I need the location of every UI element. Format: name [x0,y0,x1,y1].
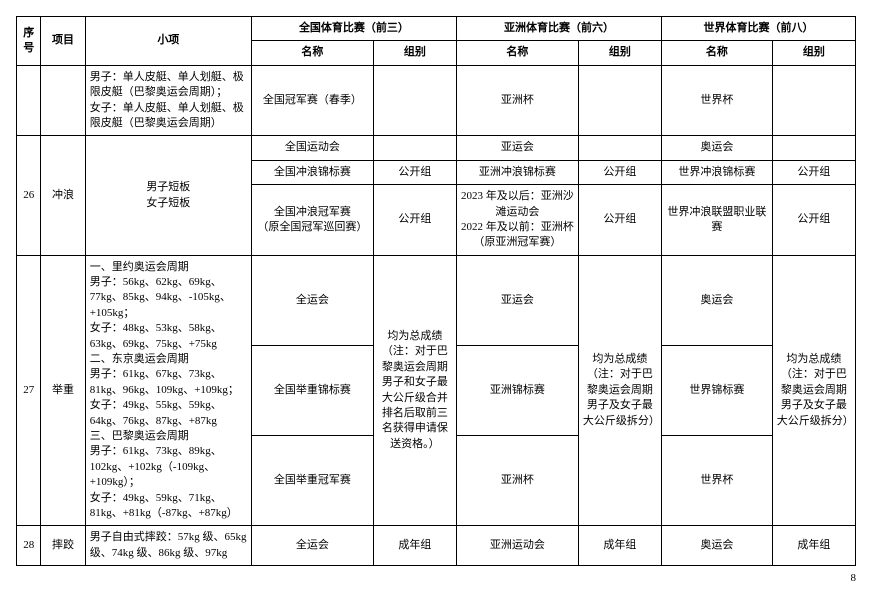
header-asia: 亚洲体育比赛（前六） [456,17,661,41]
header-world-name: 名称 [661,41,772,65]
cell-asia-name: 亚运会 [456,255,578,345]
header-national: 全国体育比赛（前三） [251,17,456,41]
cell-world-name: 世界锦标赛 [661,345,772,435]
cell-nat-name: 全运会 [251,526,373,566]
cell-nat-grp: 公开组 [373,160,456,184]
cell-asia-name: 亚洲运动会 [456,526,578,566]
cell-asia-grp [578,65,661,136]
header-nat-name: 名称 [251,41,373,65]
table-header: 序号 项目 小项 全国体育比赛（前三） 亚洲体育比赛（前六） 世界体育比赛（前八… [17,17,856,66]
cell-world-name: 世界冲浪锦标赛 [661,160,772,184]
cell-asia-name: 亚洲杯 [456,65,578,136]
table-row: 27 举重 一、里约奥运会周期男子：56kg、62kg、69kg、77kg、85… [17,255,856,345]
cell-nat-name: 全国运动会 [251,136,373,160]
cell-world-grp [772,65,855,136]
cell-nat-name: 全国举重锦标赛 [251,345,373,435]
cell-seq: 28 [17,526,41,566]
cell-asia-grp [578,136,661,160]
header-world: 世界体育比赛（前八） [661,17,855,41]
cell-asia-grp: 公开组 [578,185,661,256]
cell-seq: 27 [17,255,41,526]
cell-project: 摔跤 [41,526,85,566]
header-project: 项目 [41,17,85,66]
cell-asia-grp: 公开组 [578,160,661,184]
cell-world-name: 世界杯 [661,436,772,526]
cell-world-name: 奥运会 [661,526,772,566]
header-asia-name: 名称 [456,41,578,65]
page-number: 8 [16,566,856,584]
cell-world-name: 世界杯 [661,65,772,136]
cell-asia-name: 亚运会 [456,136,578,160]
cell-world-grp: 公开组 [772,160,855,184]
cell-nat-name: 全国举重冠军赛 [251,436,373,526]
cell-asia-name: 亚洲锦标赛 [456,345,578,435]
cell-nat-name: 全国冲浪冠军赛（原全国冠军巡回赛） [251,185,373,256]
cell-asia-grp: 均为总成绩（注：对于巴黎奥运会周期男子及女子最大公斤级拆分） [578,255,661,526]
cell-seq: 26 [17,136,41,255]
cell-nat-name: 全运会 [251,255,373,345]
cell-nat-name: 全国冠军赛（春季） [251,65,373,136]
cell-sub: 男子短板女子短板 [85,136,251,255]
header-world-grp: 组别 [772,41,855,65]
cell-nat-grp: 均为总成绩（注：对于巴黎奥运会周期男子和女子最大公斤级合并排名后取前三名获得申请… [373,255,456,526]
cell-project [41,65,85,136]
cell-world-name: 世界冲浪联盟职业联赛 [661,185,772,256]
cell-world-name: 奥运会 [661,255,772,345]
cell-world-grp [772,136,855,160]
table-row: 28 摔跤 男子自由式摔跤：57kg 级、65kg 级、74kg 级、86kg … [17,526,856,566]
table-row: 男子：单人皮艇、单人划艇、极限皮艇（巴黎奥运会周期）；女子：单人皮艇、单人划艇、… [17,65,856,136]
cell-asia-grp: 成年组 [578,526,661,566]
cell-sub: 男子：单人皮艇、单人划艇、极限皮艇（巴黎奥运会周期）；女子：单人皮艇、单人划艇、… [85,65,251,136]
cell-project: 举重 [41,255,85,526]
cell-sub: 一、里约奥运会周期男子：56kg、62kg、69kg、77kg、85kg、94k… [85,255,251,526]
cell-nat-grp [373,136,456,160]
cell-world-grp: 均为总成绩（注：对于巴黎奥运会周期男子及女子最大公斤级拆分） [772,255,855,526]
header-asia-grp: 组别 [578,41,661,65]
cell-nat-grp [373,65,456,136]
header-sub: 小项 [85,17,251,66]
cell-sub: 男子自由式摔跤：57kg 级、65kg 级、74kg 级、86kg 级、97kg [85,526,251,566]
header-seq: 序号 [17,17,41,66]
cell-nat-grp: 公开组 [373,185,456,256]
cell-project: 冲浪 [41,136,85,255]
competition-table: 序号 项目 小项 全国体育比赛（前三） 亚洲体育比赛（前六） 世界体育比赛（前八… [16,16,856,566]
cell-seq [17,65,41,136]
cell-nat-name: 全国冲浪锦标赛 [251,160,373,184]
cell-asia-name: 亚洲冲浪锦标赛 [456,160,578,184]
cell-asia-name: 亚洲杯 [456,436,578,526]
cell-world-name: 奥运会 [661,136,772,160]
header-nat-grp: 组别 [373,41,456,65]
cell-world-grp: 成年组 [772,526,855,566]
cell-world-grp: 公开组 [772,185,855,256]
cell-asia-name: 2023 年及以后：亚洲沙滩运动会2022 年及以前：亚洲杯（原亚洲冠军赛） [456,185,578,256]
table-row: 26 冲浪 男子短板女子短板 全国运动会 亚运会 奥运会 [17,136,856,160]
cell-nat-grp: 成年组 [373,526,456,566]
